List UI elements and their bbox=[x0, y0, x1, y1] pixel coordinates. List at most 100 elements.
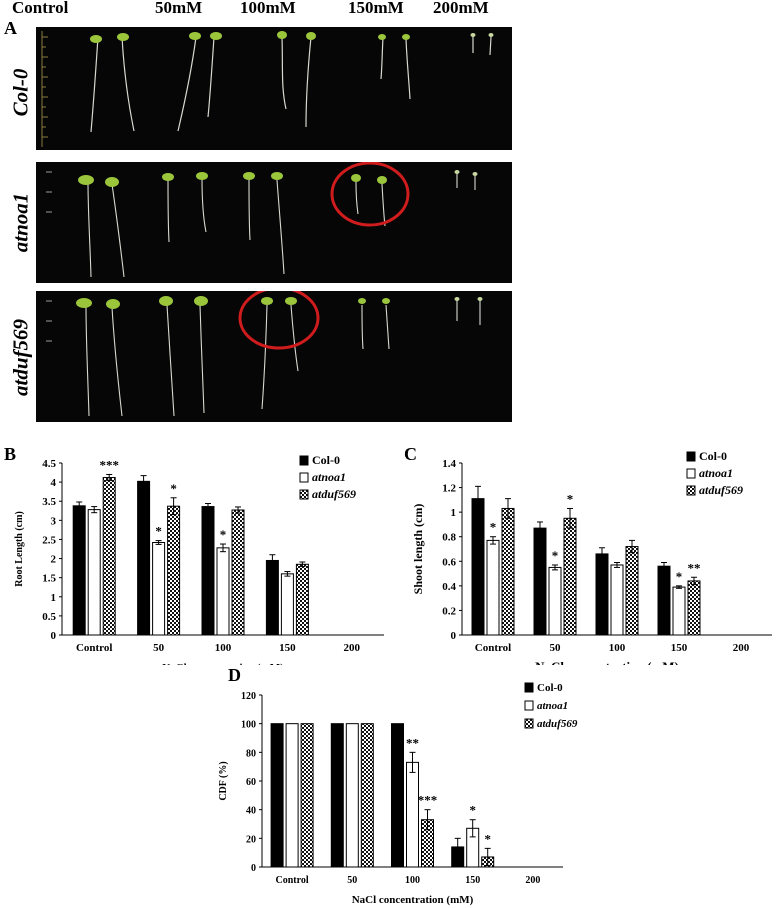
legend-label: atduf569 bbox=[537, 718, 578, 730]
x-tick-label: 150 bbox=[465, 875, 480, 886]
bar-col-0 bbox=[657, 565, 671, 636]
x-tick-label: 100 bbox=[405, 875, 420, 886]
x-tick-label: 50 bbox=[347, 875, 357, 886]
row-label-atduf569: atduf569 bbox=[8, 319, 33, 397]
highlight-circle bbox=[330, 162, 410, 227]
y-tick-label: 0.6 bbox=[442, 556, 456, 568]
legend-label: Col-0 bbox=[312, 453, 340, 467]
header-100mm: 100mM bbox=[240, 0, 296, 17]
significance-mark: * bbox=[469, 803, 476, 818]
y-tick-label: 1 bbox=[51, 592, 57, 604]
panel-d-letter: D bbox=[228, 665, 241, 685]
y-tick-label: 120 bbox=[241, 691, 256, 702]
x-tick-label: 200 bbox=[344, 642, 361, 654]
bar-atnoa1 bbox=[672, 586, 686, 636]
seedling-photo-atduf569 bbox=[36, 291, 512, 422]
y-tick-label: 60 bbox=[246, 777, 256, 788]
x-axis-title: NaCl concentration (mM) bbox=[162, 662, 284, 665]
legend-swatch bbox=[524, 700, 534, 711]
significance-mark: * bbox=[220, 527, 227, 542]
panel-c-letter: C bbox=[404, 444, 417, 464]
y-axis-title: CDF (%) bbox=[218, 761, 229, 800]
significance-mark: * bbox=[170, 481, 177, 496]
legend-swatch bbox=[299, 472, 309, 483]
y-tick-label: 2 bbox=[51, 554, 57, 566]
significance-mark: * bbox=[567, 491, 574, 506]
legend-swatch bbox=[299, 455, 309, 466]
x-tick-label: Control bbox=[76, 642, 112, 654]
bar-atnoa1 bbox=[152, 542, 166, 636]
x-tick-label: 150 bbox=[671, 642, 688, 654]
seedling-photo-col0 bbox=[36, 27, 512, 150]
header-200mm: 200mM bbox=[433, 0, 489, 17]
y-tick-label: 20 bbox=[246, 834, 256, 845]
legend-label: atnoa1 bbox=[699, 466, 733, 480]
row-label-atnoa1: atnoa1 bbox=[8, 192, 33, 253]
bar-atnoa1 bbox=[345, 723, 359, 868]
x-tick-label: 50 bbox=[153, 642, 165, 654]
panel-b-letter: B bbox=[4, 444, 17, 464]
y-tick-label: 0 bbox=[51, 630, 57, 642]
ruler bbox=[41, 31, 48, 147]
bar-col-0 bbox=[391, 723, 404, 868]
bar-atnoa1 bbox=[406, 761, 419, 868]
bar-col-0 bbox=[201, 506, 215, 636]
y-tick-label: 1.5 bbox=[42, 573, 56, 585]
bar-atnoa1 bbox=[285, 723, 299, 868]
y-tick-label: 0.2 bbox=[442, 605, 456, 617]
seedling-photo-atnoa1 bbox=[36, 162, 512, 283]
x-axis-title: NaCl concentration (mM) bbox=[352, 894, 474, 906]
significance-mark: ** bbox=[688, 560, 701, 575]
y-tick-label: 4 bbox=[51, 477, 57, 489]
y-axis-title: Root Length (cm) bbox=[14, 511, 25, 587]
bar-col-0 bbox=[330, 723, 344, 868]
y-tick-label: 2.5 bbox=[42, 534, 56, 546]
significance-mark: * bbox=[676, 569, 683, 584]
significance-mark: * bbox=[552, 548, 559, 563]
bar-col-0 bbox=[270, 723, 284, 868]
shoot-length-chart: 00.20.40.60.811.21.4*Control**50 100***15… bbox=[411, 449, 772, 665]
bar-atnoa1 bbox=[610, 564, 624, 636]
bar-col-0 bbox=[595, 553, 609, 636]
header-control: Control bbox=[12, 0, 69, 17]
y-tick-label: 0.4 bbox=[442, 581, 456, 593]
legend-label: atnoa1 bbox=[537, 700, 568, 712]
bar-col-0 bbox=[471, 498, 485, 636]
bar-col-0 bbox=[72, 505, 86, 636]
y-axis-title: Shoot length (cm) bbox=[411, 504, 425, 595]
y-tick-label: 80 bbox=[246, 748, 256, 759]
significance-mark: * bbox=[155, 524, 162, 539]
bar-col-0 bbox=[137, 480, 151, 636]
header-50mm: 50mM bbox=[155, 0, 203, 17]
legend-swatch bbox=[686, 485, 696, 496]
y-tick-label: 0 bbox=[251, 863, 256, 874]
bar-atnoa1 bbox=[548, 566, 562, 636]
y-tick-label: 3.5 bbox=[42, 496, 56, 508]
x-tick-label: 50 bbox=[550, 642, 562, 654]
y-tick-label: 100 bbox=[241, 720, 256, 731]
y-tick-label: 4.5 bbox=[42, 458, 56, 470]
bar-atduf569 bbox=[501, 507, 515, 636]
legend-label: Col-0 bbox=[699, 449, 727, 463]
legend-swatch bbox=[524, 718, 534, 729]
y-tick-label: 3 bbox=[51, 515, 57, 527]
bar-col-0 bbox=[265, 559, 279, 636]
significance-mark: *** bbox=[99, 457, 119, 472]
x-tick-label: 200 bbox=[733, 642, 750, 654]
bar-atduf569 bbox=[295, 563, 309, 636]
legend-swatch bbox=[686, 451, 696, 462]
row-label-col0: Col-0 bbox=[8, 68, 33, 117]
bar-col-0 bbox=[533, 527, 547, 636]
legend-label: Col-0 bbox=[537, 682, 563, 694]
y-tick-label: 0.8 bbox=[442, 532, 456, 544]
legend-swatch bbox=[524, 682, 534, 693]
panel-a-letter: A bbox=[4, 18, 17, 38]
legend-label: atduf569 bbox=[699, 483, 743, 497]
legend-swatch bbox=[299, 489, 309, 500]
bar-atduf569 bbox=[687, 580, 701, 636]
x-tick-label: Control bbox=[276, 875, 309, 886]
y-tick-label: 0.5 bbox=[42, 611, 56, 623]
legend-swatch bbox=[686, 468, 696, 479]
bar-atduf569 bbox=[563, 517, 577, 636]
bar-atduf569 bbox=[167, 505, 181, 636]
